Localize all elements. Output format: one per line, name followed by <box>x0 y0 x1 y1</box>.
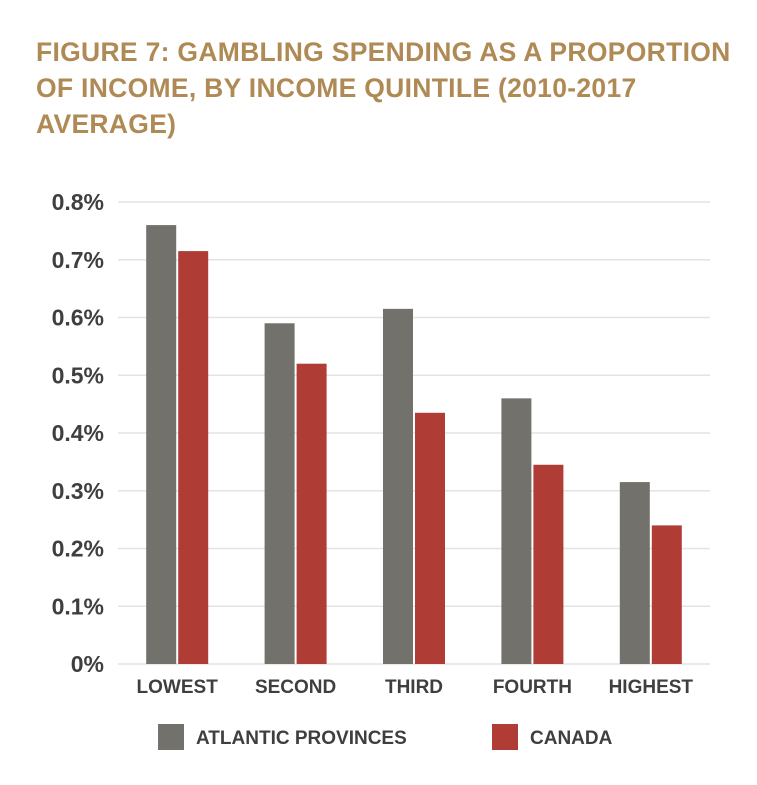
y-axis: 0% 0.1% 0.2% 0.3% 0.4% 0.5% 0.6% 0.7% 0.8% <box>52 189 104 677</box>
x-tick-label: LOWEST <box>137 677 219 698</box>
y-tick-label: 0.8% <box>52 189 104 215</box>
legend: ATLANTIC PROVINCES CANADA <box>158 724 613 750</box>
legend-swatch <box>158 724 184 750</box>
bar-canada <box>415 412 445 664</box>
x-tick-label: FOURTH <box>493 677 572 698</box>
legend-label: CANADA <box>530 728 613 749</box>
gridlines <box>118 201 710 665</box>
x-tick-label: THIRD <box>385 677 443 698</box>
bar-canada <box>178 251 209 664</box>
x-axis: LOWEST SECOND THIRD FOURTH HIGHEST <box>137 677 694 698</box>
bar-atlantic-provinces <box>264 323 295 664</box>
y-tick-label: 0.5% <box>52 362 104 388</box>
y-tick-label: 0% <box>71 651 104 677</box>
y-tick-label: 0.3% <box>52 478 104 504</box>
bar-canada <box>533 464 564 664</box>
bar-atlantic-provinces <box>383 308 413 664</box>
bar-canada <box>651 525 682 664</box>
bar-atlantic-provinces <box>501 398 532 664</box>
legend-label: ATLANTIC PROVINCES <box>196 728 407 749</box>
y-tick-label: 0.4% <box>52 420 104 446</box>
bar-atlantic-provinces <box>146 225 177 664</box>
bars <box>146 225 682 664</box>
chart-title: FIGURE 7: GAMBLING SPENDING AS A PROPORT… <box>36 37 731 139</box>
legend-swatch <box>492 724 518 750</box>
y-tick-label: 0.7% <box>52 247 104 273</box>
y-tick-label: 0.1% <box>52 593 104 619</box>
y-tick-label: 0.6% <box>52 305 104 331</box>
x-tick-label: SECOND <box>255 677 336 698</box>
x-tick-label: HIGHEST <box>609 677 694 698</box>
bar-atlantic-provinces <box>619 482 650 664</box>
bar-canada <box>296 363 327 664</box>
y-tick-label: 0.2% <box>52 536 104 562</box>
